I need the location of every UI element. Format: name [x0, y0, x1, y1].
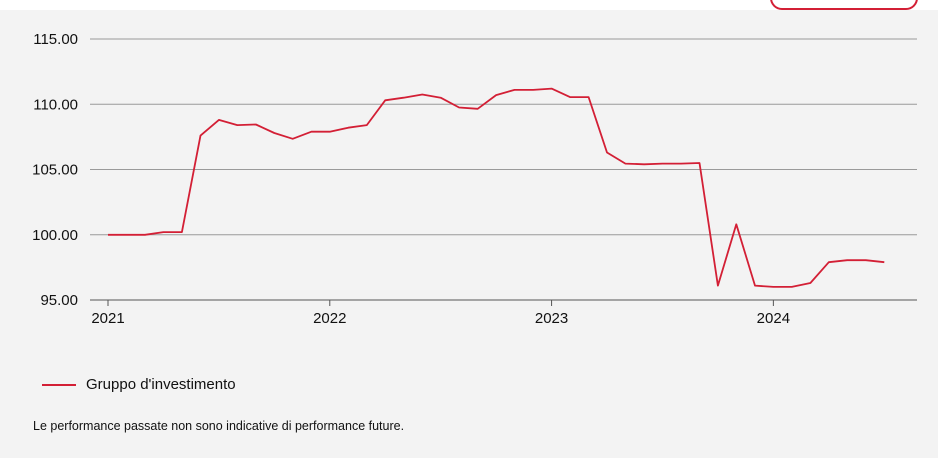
- x-tick-label: 2024: [757, 310, 790, 327]
- y-tick-label: 105.00: [32, 162, 78, 179]
- corner-decoration: [770, 0, 918, 10]
- legend: Gruppo d'investimento: [42, 376, 236, 393]
- disclaimer-text: Le performance passate non sono indicati…: [33, 419, 405, 433]
- y-tick-label: 95.00: [40, 292, 78, 309]
- series-group: [108, 87, 885, 288]
- x-tick-label: 2022: [313, 310, 346, 327]
- x-tick-label: 2023: [535, 310, 568, 327]
- y-tick-label: 110.00: [33, 96, 78, 113]
- series-line: [108, 87, 885, 288]
- legend-label: Gruppo d'investimento: [86, 376, 236, 393]
- chart-panel: 115.00 110.00 105.00 100.00 95.00 2021 2022 20…: [0, 10, 938, 458]
- x-axis-ticks: 2021 2022 2023 2024: [91, 300, 790, 327]
- y-tick-label: 115.00: [33, 31, 78, 48]
- y-tick-label: 100.00: [32, 227, 78, 244]
- y-axis-ticks: 115.00 110.00 105.00 100.00 95.00: [32, 31, 78, 309]
- legend-swatch: [42, 383, 76, 386]
- x-tick-label: 2021: [91, 310, 124, 327]
- gridlines: [90, 38, 917, 301]
